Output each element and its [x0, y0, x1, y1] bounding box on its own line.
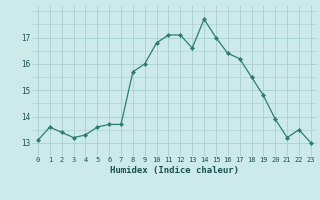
X-axis label: Humidex (Indice chaleur): Humidex (Indice chaleur) — [110, 166, 239, 175]
